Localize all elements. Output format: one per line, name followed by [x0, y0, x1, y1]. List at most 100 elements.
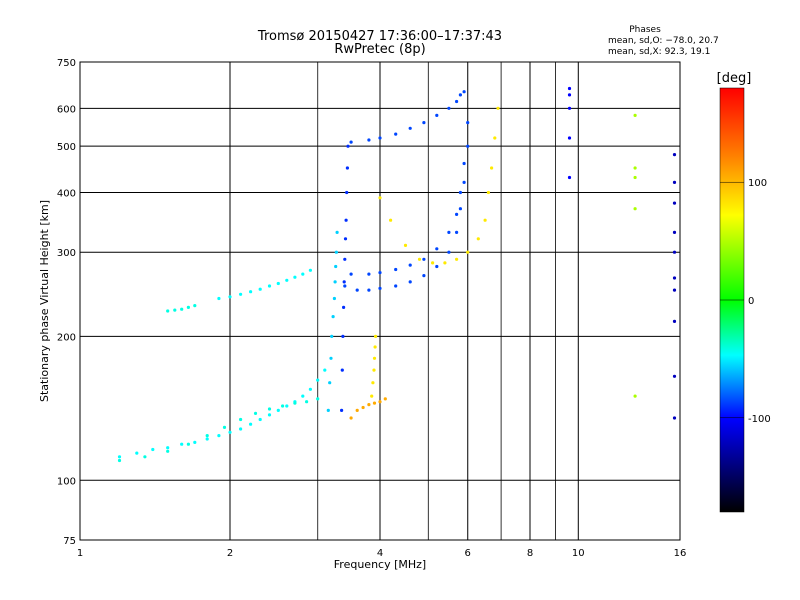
- echo-point: [633, 207, 637, 211]
- echo-point: [417, 257, 422, 261]
- echo-point: [373, 345, 377, 349]
- echo-point: [383, 397, 387, 401]
- phases-x-line: mean, sd,X: 92.3, 19.1: [608, 47, 710, 57]
- echo-point: [341, 334, 345, 338]
- echo-point: [462, 90, 466, 94]
- echo-point: [455, 257, 459, 261]
- echo-point: [486, 190, 490, 195]
- echo-point: [205, 434, 209, 438]
- echo-point: [343, 257, 347, 261]
- echo-point: [378, 400, 382, 404]
- echo-point: [567, 175, 572, 180]
- y-tick-label: 600: [57, 104, 76, 115]
- echo-point: [239, 417, 243, 422]
- echo-point: [281, 404, 285, 408]
- echo-point: [186, 305, 190, 309]
- chart-subtitle: RwPretec (8p): [334, 42, 425, 57]
- y-tick-label: 75: [63, 536, 76, 547]
- echo-point: [342, 305, 346, 309]
- echo-point: [367, 138, 371, 142]
- echo-point: [355, 408, 359, 412]
- echo-point: [228, 295, 232, 299]
- y-tick-label: 200: [57, 332, 76, 343]
- echo-point: [367, 288, 371, 292]
- echo-point: [180, 442, 184, 446]
- echo-point: [301, 394, 305, 398]
- y-tick-label: 500: [57, 142, 76, 153]
- echo-point: [342, 280, 346, 284]
- echo-point: [447, 250, 451, 254]
- echo-point: [389, 218, 393, 222]
- echo-point: [345, 190, 349, 195]
- echo-point: [408, 263, 412, 267]
- echo-point: [249, 422, 253, 426]
- echo-point: [367, 403, 371, 407]
- echo-point: [483, 218, 487, 222]
- echo-point: [672, 374, 677, 378]
- echo-point: [458, 207, 462, 211]
- echo-point: [408, 280, 412, 284]
- echo-point: [672, 276, 677, 280]
- echo-point: [333, 280, 337, 284]
- echo-point: [458, 190, 462, 195]
- x-tick-label: 1: [77, 548, 83, 559]
- y-axis-label: Stationary phase Virtual Height [km]: [38, 200, 51, 402]
- echo-point: [293, 401, 297, 405]
- echo-point: [186, 442, 190, 446]
- chart-title: Tromsø 20150427 17:36:00–17:37:43: [257, 29, 502, 44]
- echo-point: [435, 247, 439, 251]
- echo-point: [462, 180, 466, 184]
- x-tick-label: 4: [377, 548, 383, 559]
- echo-point: [166, 449, 170, 453]
- echo-point: [217, 296, 221, 301]
- plot-frame: [79, 61, 681, 541]
- echo-point: [193, 304, 197, 308]
- x-tick-label: 10: [572, 548, 585, 559]
- echo-point: [330, 334, 334, 338]
- echo-point: [143, 455, 147, 459]
- echo-point: [370, 394, 374, 398]
- echo-point: [293, 275, 297, 279]
- echo-point: [372, 401, 377, 405]
- echo-point: [466, 250, 470, 254]
- echo-point: [180, 307, 184, 311]
- colorbar-tick-label: 0: [748, 296, 754, 307]
- echo-point: [455, 212, 459, 216]
- echo-point: [672, 153, 677, 157]
- echo-point: [367, 272, 371, 276]
- echo-point: [239, 292, 243, 296]
- echo-point: [672, 230, 677, 234]
- echo-point: [443, 261, 447, 265]
- echo-point: [496, 106, 500, 110]
- echo-point: [672, 288, 677, 292]
- x-tick-label: 6: [465, 548, 471, 559]
- echo-point: [340, 408, 344, 412]
- phases-title: Phases: [629, 25, 661, 35]
- echo-point: [205, 437, 209, 441]
- echo-point: [422, 121, 426, 125]
- echo-point: [355, 288, 359, 292]
- echo-point: [285, 404, 289, 408]
- echo-point: [493, 136, 497, 140]
- echo-point: [378, 136, 382, 140]
- colorbar-tick-label: 100: [748, 178, 767, 189]
- echo-point: [378, 271, 382, 275]
- echo-point: [285, 278, 289, 282]
- echo-point: [276, 408, 280, 412]
- echo-point: [490, 166, 494, 170]
- echo-point: [267, 284, 272, 288]
- echo-point: [335, 230, 339, 234]
- echo-point: [567, 136, 572, 140]
- echo-point: [349, 416, 353, 420]
- echo-point: [633, 394, 637, 398]
- echo-point: [253, 411, 258, 415]
- echo-point: [672, 250, 677, 254]
- echo-point: [403, 243, 408, 247]
- echo-point: [633, 175, 637, 180]
- echo-point: [672, 416, 677, 420]
- echo-point: [249, 290, 253, 294]
- echo-point: [372, 368, 376, 372]
- echo-point: [316, 378, 320, 382]
- x-axis-ticks: 1 2 4 6 8 10 16: [77, 548, 687, 559]
- echo-point: [476, 237, 480, 241]
